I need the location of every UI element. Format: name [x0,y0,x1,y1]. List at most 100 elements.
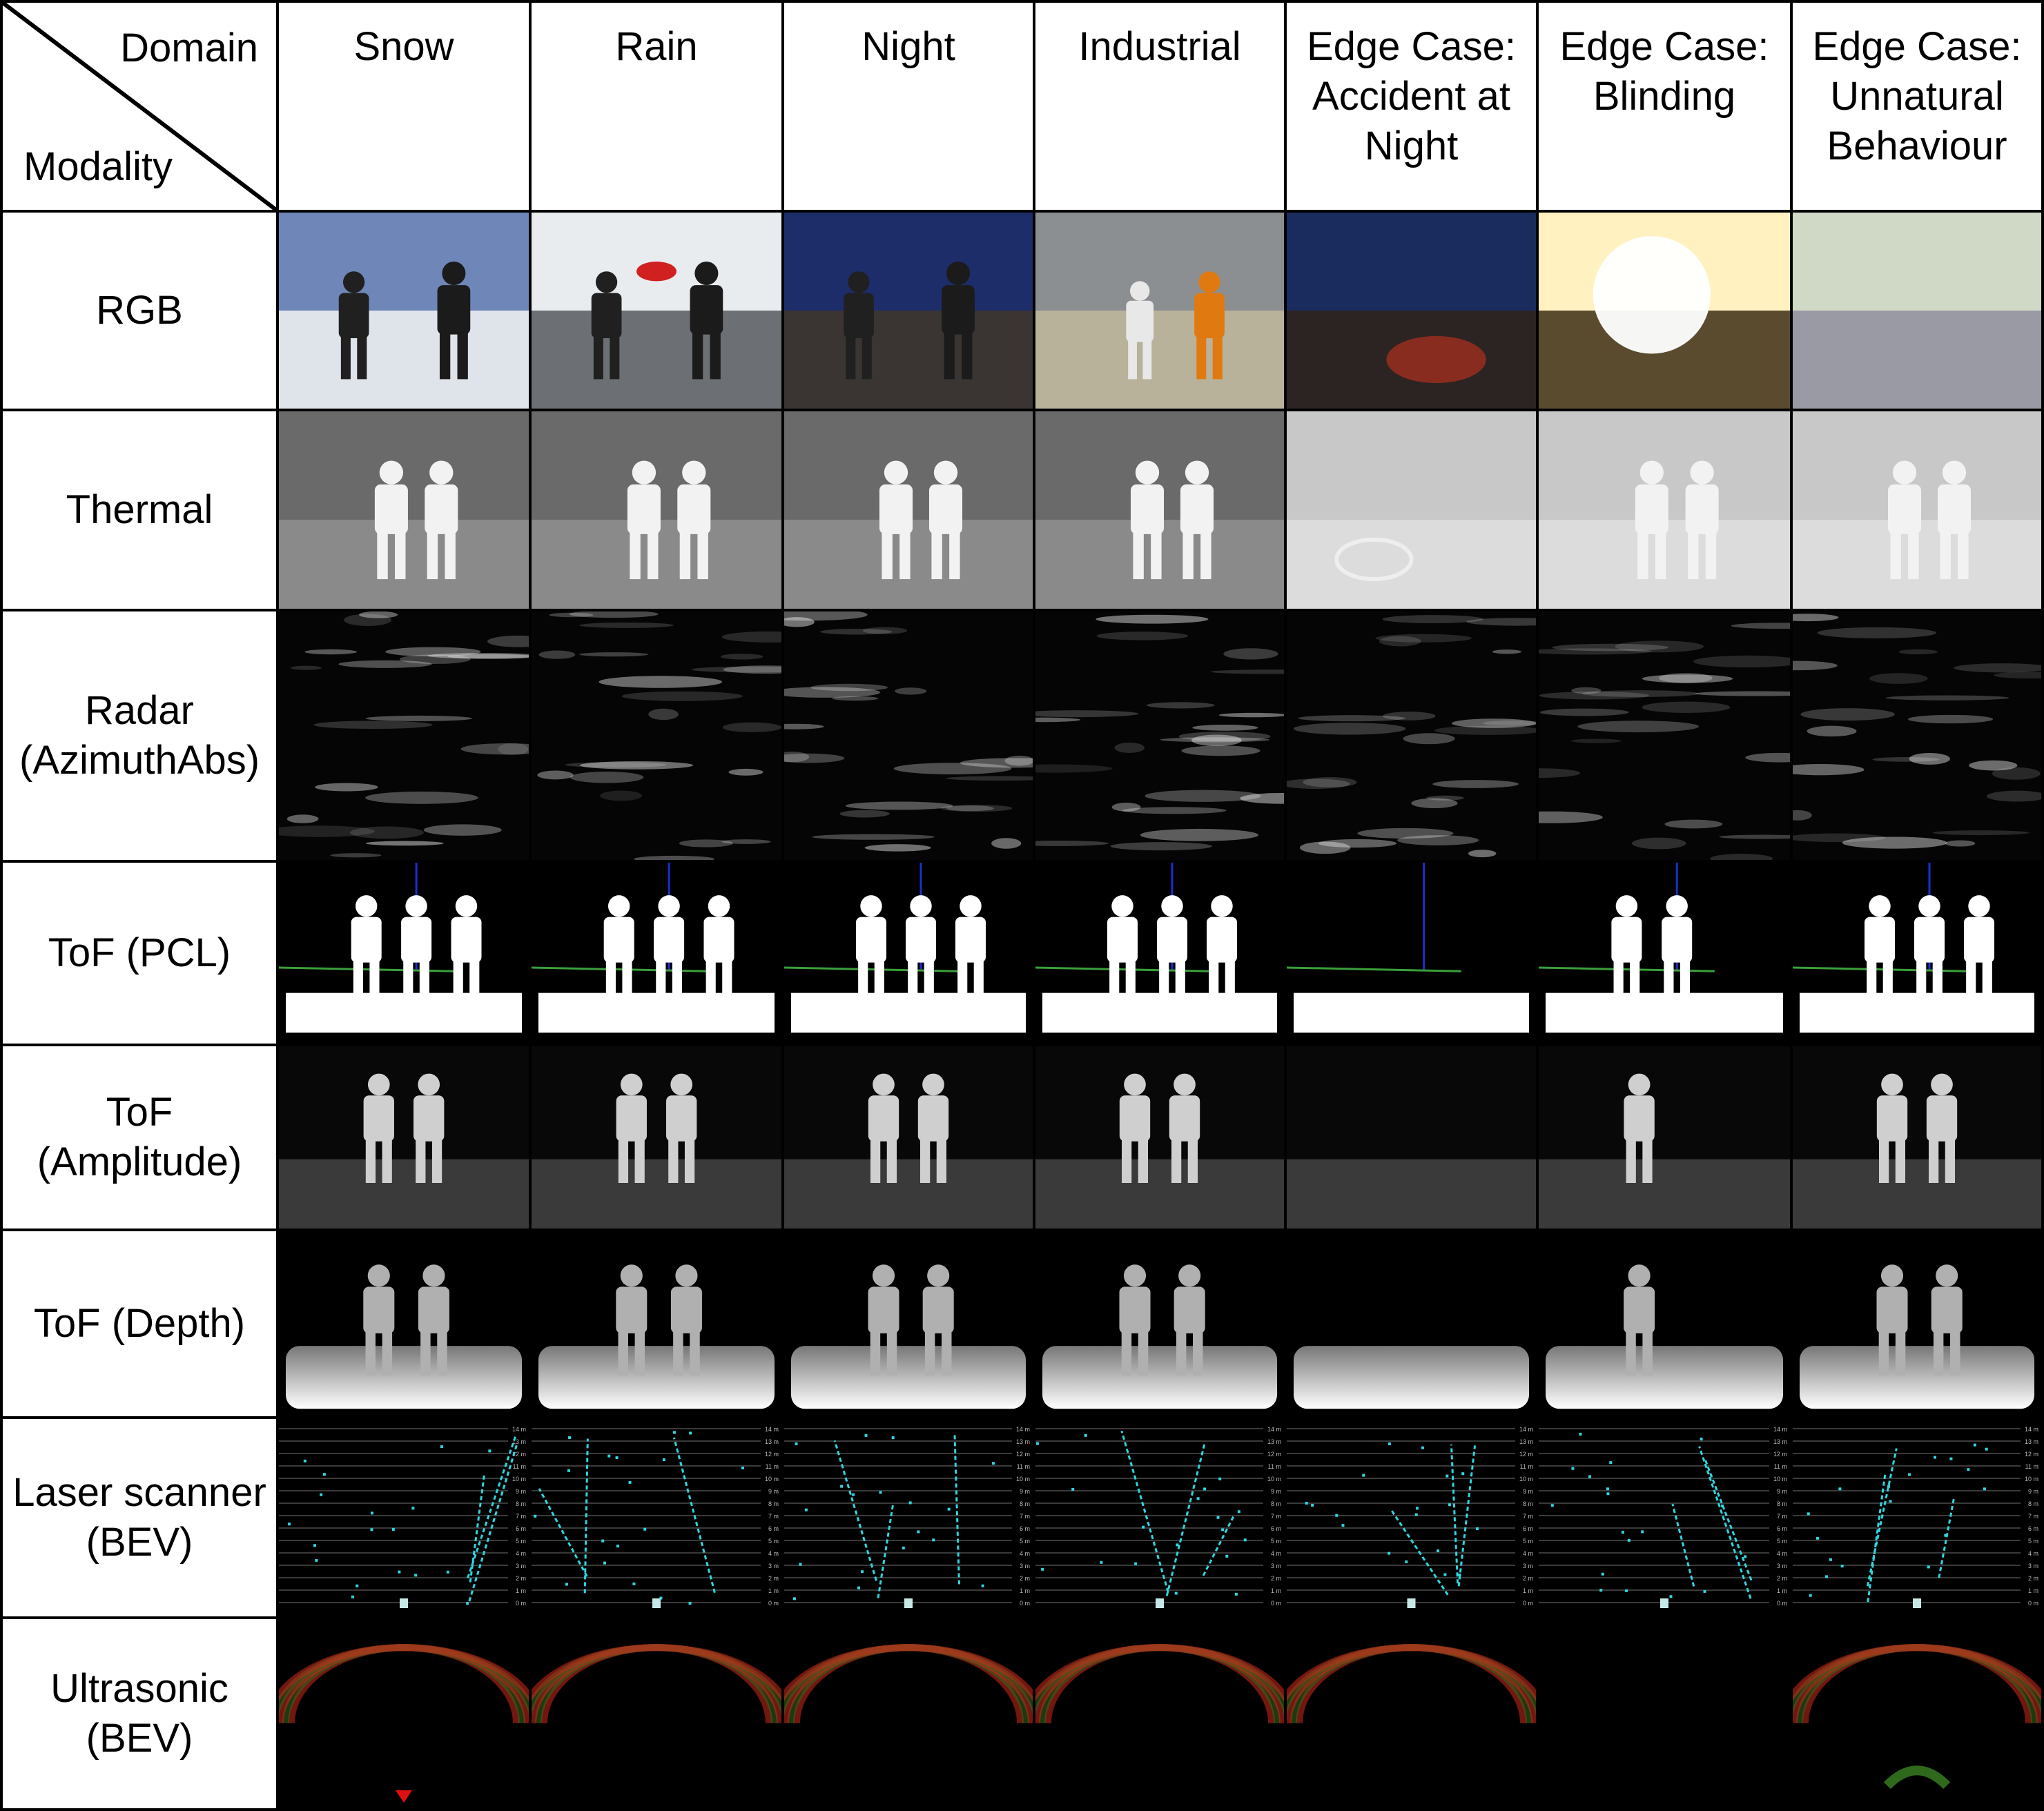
sample-image [1035,863,1284,1044]
sample-image [784,1231,1033,1416]
laser-range-tick: 12 m [2025,1451,2038,1458]
laser-range-tick: 1 m [2028,1587,2038,1594]
laser-range-tick: 9 m [516,1488,526,1495]
laser-range-tick: 14 m [1016,1426,1030,1433]
laser-range-tick: 3 m [2028,1563,2038,1569]
laser-range-tick: 1 m [1020,1587,1030,1594]
sample-ultra-6 [1793,1619,2041,1808]
laser-range-tick: 13 m [1773,1438,1787,1445]
laser-range-tick: 3 m [516,1563,526,1569]
sample-image [1539,1046,1790,1228]
laser-range-tick: 8 m [768,1500,779,1507]
row-label-line: ToF [106,1090,173,1135]
laser-range-tick: 7 m [516,1513,526,1520]
laser-range-tick: 7 m [1777,1513,1787,1520]
sample-image [784,1619,1033,1808]
laser-range-tick: 9 m [1271,1488,1281,1495]
sample-image: 14 m 13 m 12 m 11 m 10 m 9 m 8 m 7 m 6 m 5 m 4 m 3 … [279,1419,529,1616]
sample-radar-0 [279,611,529,860]
sample-image [1793,411,2041,609]
laser-range-tick: 7 m [1523,1513,1533,1520]
sample-rgb-2 [784,213,1033,409]
laser-range-tick: 4 m [1271,1550,1281,1557]
sample-pcl-1 [532,863,781,1044]
laser-range-tick: 13 m [765,1438,779,1445]
laser-range-tick: 14 m [1519,1426,1533,1433]
column-header-line: Blinding [1593,74,1736,119]
row-label-radar: Radar (AzimuthAbs) [3,611,276,860]
column-header-line: Unnatural [1830,74,2004,119]
laser-range-tick: 2 m [1271,1575,1281,1582]
laser-range-tick: 9 m [768,1488,779,1495]
laser-range-tick: 1 m [516,1587,526,1594]
sample-image [784,411,1033,609]
row-label-line: ToF (PCL) [48,930,231,975]
laser-range-tick: 3 m [768,1563,779,1569]
column-header-6: Edge Case: Unnatural Behaviour [1793,3,2041,210]
sample-ultra-1 [532,1619,781,1808]
laser-range-tick: 1 m [768,1587,779,1594]
laser-range-tick: 5 m [1523,1538,1533,1545]
sample-radar-2 [784,611,1033,860]
laser-range-tick: 14 m [2025,1426,2038,1433]
sample-image [1287,863,1536,1044]
laser-range-tick: 0 m [768,1600,779,1607]
laser-range-tick: 6 m [1271,1525,1281,1532]
laser-range-tick: 9 m [2028,1488,2038,1495]
laser-range-tick: 9 m [1777,1488,1787,1495]
laser-range-tick: 8 m [1777,1500,1787,1507]
laser-range-tick: 7 m [1020,1513,1030,1520]
sample-image [532,611,781,860]
domain-axis-label: Domain [120,26,258,70]
laser-range-tick: 13 m [2025,1438,2038,1445]
sample-laser-5: 14 m 13 m 12 m 11 m 10 m 9 m 8 m 7 m 6 m 5 m 4 m 3 … [1539,1419,1790,1616]
sample-image [279,1231,529,1416]
sample-image [784,863,1033,1044]
laser-range-tick: 4 m [1020,1550,1030,1557]
sample-laser-0: 14 m 13 m 12 m 11 m 10 m 9 m 8 m 7 m 6 m 5 m 4 m 3 … [279,1419,529,1616]
laser-range-tick: 13 m [1519,1438,1533,1445]
laser-range-tick: 4 m [768,1550,779,1557]
laser-range-tick: 12 m [1016,1451,1030,1458]
sample-laser-3: 14 m 13 m 12 m 11 m 10 m 9 m 8 m 7 m 6 m 5 m 4 m 3 … [1035,1419,1284,1616]
laser-range-tick: 1 m [1523,1587,1533,1594]
laser-range-tick: 0 m [1271,1600,1281,1607]
sample-radar-1 [532,611,781,860]
sample-image [1035,1231,1284,1416]
sample-thermal-2 [784,411,1033,609]
sample-pcl-6 [1793,863,2041,1044]
column-header-line: Edge Case: [1812,24,2022,69]
row-label-thermal: Thermal [3,411,276,609]
laser-range-tick: 2 m [1523,1575,1533,1582]
laser-range-tick: 2 m [768,1575,779,1582]
laser-range-tick: 2 m [1777,1575,1787,1582]
column-header-1: Rain [532,3,781,210]
laser-range-tick: 5 m [516,1538,526,1545]
column-header-line: Night [1364,124,1459,168]
laser-range-tick: 11 m [513,1463,526,1470]
column-header-0: Snow [279,3,529,210]
sample-amp-6 [1793,1046,2041,1228]
laser-range-tick: 2 m [516,1575,526,1582]
sample-image [1287,1231,1536,1416]
sample-image [532,863,781,1044]
laser-range-tick: 13 m [512,1438,526,1445]
laser-range-tick: 12 m [1267,1451,1281,1458]
sample-laser-2: 14 m 13 m 12 m 11 m 10 m 9 m 8 m 7 m 6 m 5 m 4 m 3 … [784,1419,1033,1616]
sample-depth-0 [279,1231,529,1416]
sample-rgb-0 [279,213,529,409]
row-label-line: (Amplitude) [37,1139,242,1184]
laser-range-tick: 0 m [2028,1600,2038,1607]
laser-range-tick: 8 m [1271,1500,1281,1507]
sample-laser-1: 14 m 13 m 12 m 11 m 10 m 9 m 8 m 7 m 6 m 5 m 4 m 3 … [532,1419,781,1616]
laser-range-tick: 0 m [1020,1600,1030,1607]
sample-depth-4 [1287,1231,1536,1416]
laser-range-tick: 6 m [768,1525,779,1532]
column-header-4: Edge Case: Accident at Night [1287,3,1536,210]
laser-range-tick: 4 m [2028,1550,2038,1557]
row-label-ultra: Ultrasonic (BEV) [3,1619,276,1808]
laser-range-tick: 0 m [1523,1600,1533,1607]
laser-range-tick: 5 m [2028,1538,2038,1545]
laser-range-tick: 8 m [1020,1500,1030,1507]
column-header-line: Edge Case: [1559,24,1769,69]
